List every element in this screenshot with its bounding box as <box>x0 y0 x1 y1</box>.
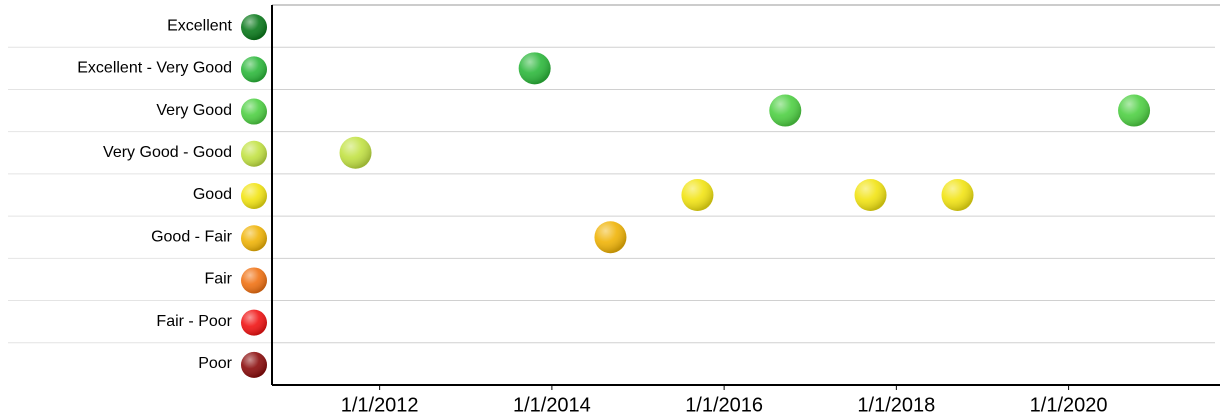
category-label: Fair <box>204 271 232 288</box>
category-label: Good <box>193 186 232 203</box>
x-tick-label: 1/1/2020 <box>1030 394 1108 416</box>
category-icon-shine <box>241 14 267 41</box>
category-icon-shine <box>241 140 267 167</box>
x-tick-label: 1/1/2014 <box>513 394 591 416</box>
point-shine <box>339 136 372 169</box>
category-label: Excellent <box>167 17 232 34</box>
point-shine <box>941 179 974 211</box>
category-label: Poor <box>198 355 232 372</box>
point-shine <box>769 94 802 127</box>
point-shine <box>594 221 627 254</box>
point-shine <box>1118 94 1151 127</box>
point-shine <box>518 52 551 85</box>
point-shine <box>854 179 887 211</box>
category-label: Fair - Poor <box>156 313 232 330</box>
category-icon-shine <box>241 98 267 125</box>
category-icon-shine <box>241 56 267 83</box>
x-tick-label: 1/1/2012 <box>341 394 419 416</box>
category-label: Very Good - Good <box>103 144 232 161</box>
category-icon-shine <box>241 183 267 209</box>
category-icon-shine <box>241 267 267 294</box>
category-label: Good - Fair <box>151 228 233 245</box>
category-label: Very Good <box>156 102 232 119</box>
point-shine <box>681 179 714 211</box>
category-icon-shine <box>241 225 267 252</box>
category-icon-shine <box>241 309 267 336</box>
category-icon-shine <box>241 351 267 378</box>
x-tick-label: 1/1/2016 <box>685 394 763 416</box>
x-tick-label: 1/1/2018 <box>857 394 935 416</box>
category-label: Excellent - Very Good <box>77 60 232 77</box>
